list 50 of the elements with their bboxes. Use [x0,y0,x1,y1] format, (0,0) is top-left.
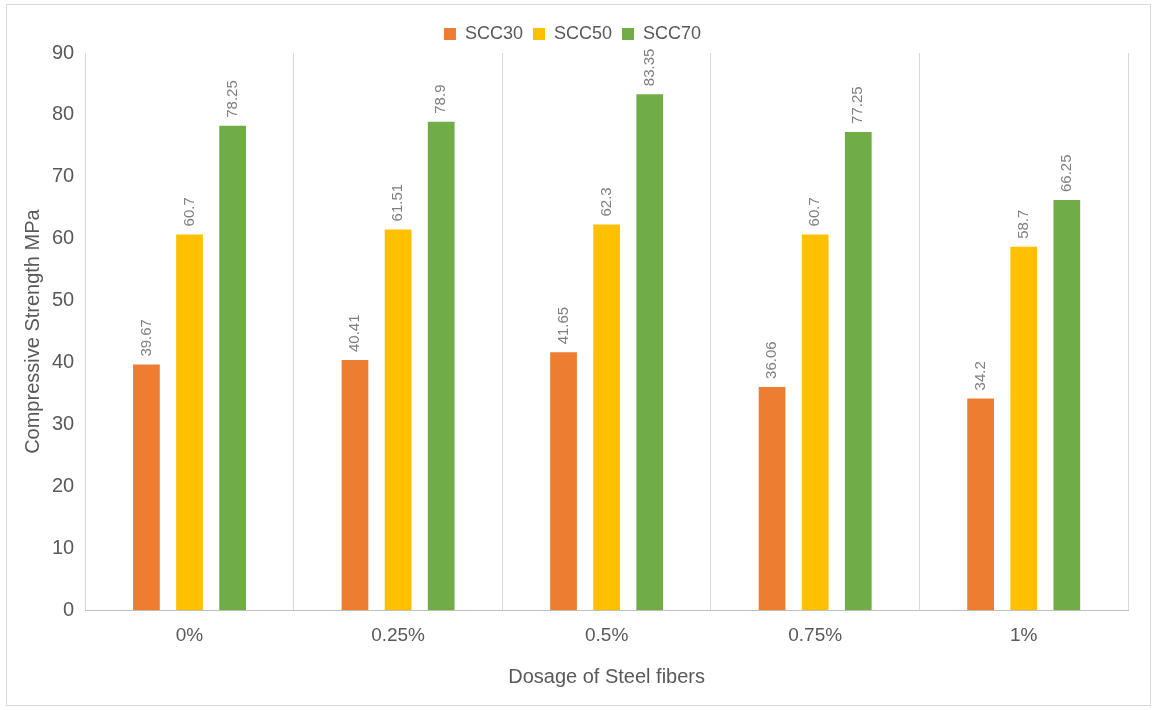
x-tick-label: 0.5% [584,623,629,645]
bar [550,352,577,611]
x-axis-title: Dosage of Steel fibers [508,664,706,687]
bar [176,234,203,611]
bar [801,234,829,611]
bar [1053,200,1081,611]
data-label: 83.35 [639,48,657,87]
bar [593,224,620,611]
x-tick-label: 0.75% [788,623,843,645]
bar [1010,246,1038,611]
data-label: 34.2 [970,361,988,391]
x-tick-label: 0% [175,623,204,645]
data-label: 66.25 [1056,154,1074,193]
data-label: 36.06 [762,341,780,379]
y-tick-label: 60 [52,226,75,249]
data-label: 60.7 [805,197,823,227]
x-tick-label: 0.25% [371,623,426,645]
data-label: 62.3 [596,187,614,217]
data-label: 61.51 [388,183,406,222]
y-tick-label: 20 [52,473,75,496]
bar [967,398,994,611]
legend-label: SCC70 [643,22,702,43]
bar [384,229,412,611]
y-tick-label: 80 [52,102,75,125]
bar [636,94,664,611]
bar [427,121,455,611]
data-label: 39.67 [136,319,154,357]
data-label: 77.25 [848,86,866,124]
legend-label: SCC30 [464,22,523,43]
data-label: 58.7 [1013,209,1031,239]
bar [844,131,872,611]
legend-label: SCC50 [553,22,613,43]
data-label: 41.65 [553,306,571,345]
bar [219,125,246,611]
y-tick-label: 10 [52,535,75,558]
bar [758,386,786,611]
data-label: 78.9 [431,84,449,114]
bar [133,364,160,611]
y-tick-label: 40 [52,350,75,373]
data-label: 78.25 [222,80,240,118]
data-label: 60.7 [179,197,197,227]
y-tick-label: 90 [52,40,75,63]
y-tick-label: 50 [52,288,75,311]
data-label: 40.41 [345,314,363,353]
bar [341,360,369,611]
y-tick-label: 70 [52,164,75,187]
y-tick-label: 30 [52,411,75,434]
y-tick-label: 0 [63,597,75,620]
x-tick-label: 1% [1009,623,1038,645]
y-axis-title: Compressive Strength MPa [20,208,43,454]
